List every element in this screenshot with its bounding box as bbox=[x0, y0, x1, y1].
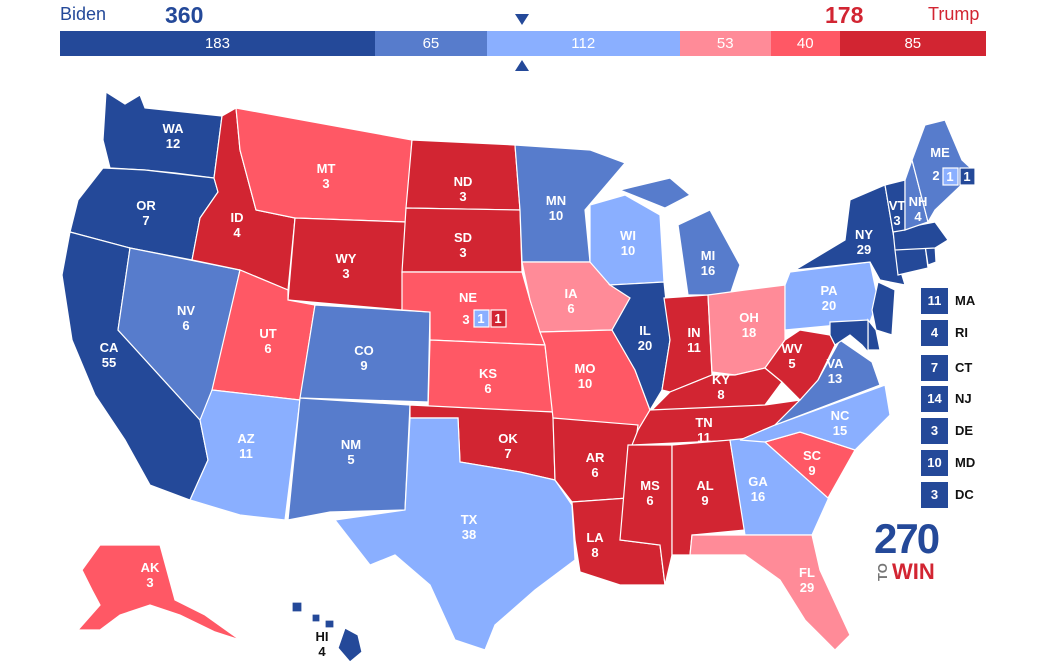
small-state-MD[interactable]: 10 MD bbox=[921, 450, 981, 476]
small-state-abbr: NJ bbox=[955, 391, 972, 406]
small-state-DE[interactable]: 3 DE bbox=[921, 418, 981, 444]
bar-segment-4[interactable]: 40 bbox=[770, 31, 840, 56]
small-state-ev[interactable]: 3 bbox=[921, 482, 948, 508]
state-AK[interactable] bbox=[76, 544, 241, 641]
bar-segment-2[interactable]: 112 bbox=[486, 31, 680, 56]
state-ND[interactable] bbox=[405, 139, 521, 211]
state-NM[interactable] bbox=[287, 397, 411, 521]
bar-segment-3[interactable]: 53 bbox=[679, 31, 771, 56]
state-WI[interactable] bbox=[589, 194, 665, 286]
small-state-abbr: DE bbox=[955, 423, 974, 438]
bar-segment-0[interactable]: 183 bbox=[60, 31, 375, 56]
bar-segment-5[interactable]: 85 bbox=[839, 31, 986, 56]
small-state-NJ[interactable]: 14 NJ bbox=[921, 386, 981, 412]
small-state-MA[interactable]: 11 MA bbox=[921, 288, 981, 314]
small-state-abbr: MA bbox=[955, 293, 976, 308]
state-WA[interactable] bbox=[102, 90, 223, 179]
logo-win: WIN bbox=[892, 559, 935, 584]
majority-marker-bottom-icon bbox=[515, 60, 529, 71]
district-me-cd2[interactable] bbox=[959, 167, 976, 186]
small-state-DC[interactable]: 3 DC bbox=[921, 482, 981, 508]
state-NJ[interactable] bbox=[871, 281, 896, 336]
state-MI[interactable] bbox=[618, 177, 741, 296]
small-state-ev[interactable]: 3 bbox=[921, 418, 948, 444]
small-state-abbr: DC bbox=[955, 487, 974, 502]
small-state-RI[interactable]: 4 RI bbox=[921, 320, 981, 346]
biden-votes: 360 bbox=[165, 2, 204, 28]
majority-marker-top-icon bbox=[515, 14, 529, 25]
state-label-HI: HI bbox=[316, 629, 329, 644]
biden-name: Biden bbox=[60, 4, 107, 24]
logo-number: 270 bbox=[874, 515, 940, 562]
small-state-abbr: MD bbox=[955, 455, 976, 470]
state-MN[interactable] bbox=[514, 144, 627, 263]
state-CO[interactable] bbox=[299, 304, 431, 403]
state-WY[interactable] bbox=[287, 217, 407, 311]
district-ne-cd1[interactable] bbox=[490, 309, 507, 328]
bar-segment-1[interactable]: 65 bbox=[374, 31, 487, 56]
state-TX[interactable] bbox=[333, 417, 576, 651]
state-FL[interactable] bbox=[689, 534, 851, 651]
district-ne-cd2[interactable] bbox=[473, 309, 490, 328]
state-SD[interactable] bbox=[401, 207, 523, 273]
state-MD[interactable] bbox=[829, 319, 869, 354]
trump-votes: 178 bbox=[825, 2, 864, 28]
small-state-abbr: CT bbox=[955, 360, 973, 375]
state-MT[interactable] bbox=[235, 107, 413, 223]
small-state-abbr: RI bbox=[955, 325, 968, 340]
state-ev-HI: 4 bbox=[318, 644, 326, 659]
small-state-ev[interactable]: 14 bbox=[921, 386, 948, 412]
state-HI[interactable] bbox=[291, 601, 363, 663]
trump-name: Trump bbox=[928, 4, 980, 24]
logo-to: TO bbox=[875, 563, 890, 581]
small-state-ev[interactable]: 4 bbox=[921, 320, 948, 346]
270towin-logo: 270 TO WIN bbox=[872, 515, 952, 585]
small-state-ev[interactable]: 7 bbox=[921, 355, 948, 381]
small-state-ev[interactable]: 10 bbox=[921, 450, 948, 476]
district-me-cd1[interactable] bbox=[942, 167, 959, 186]
small-state-CT[interactable]: 7 CT bbox=[921, 355, 981, 381]
small-state-ev[interactable]: 11 bbox=[921, 288, 948, 314]
electoral-vote-bar: 183 65 112 53 40 85 bbox=[60, 31, 986, 56]
state-KS[interactable] bbox=[427, 339, 554, 413]
state-AZ[interactable] bbox=[189, 389, 301, 521]
